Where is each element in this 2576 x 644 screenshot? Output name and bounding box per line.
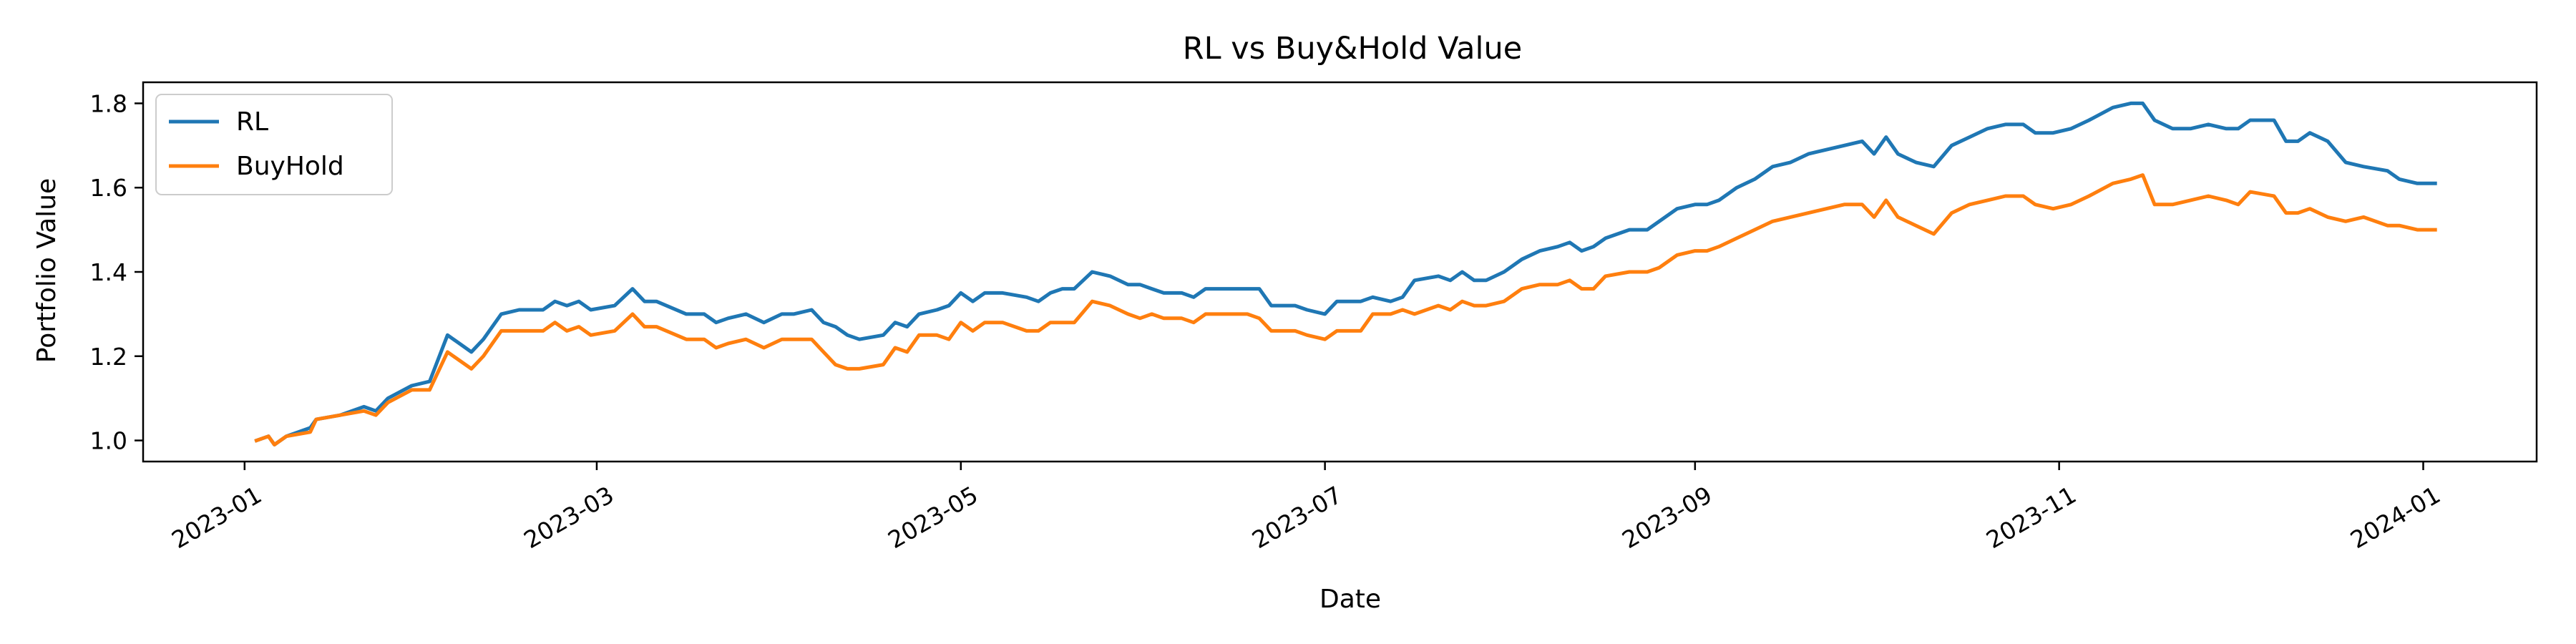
y-tick-label: 1.8 bbox=[90, 89, 127, 117]
y-tick-label: 1.4 bbox=[90, 258, 127, 286]
series-line-rl bbox=[254, 101, 2437, 447]
x-axis-title: Date bbox=[1319, 585, 1381, 614]
series-line-buyhold bbox=[254, 173, 2437, 447]
legend-box bbox=[155, 94, 393, 195]
legend-label: RL bbox=[236, 107, 268, 137]
y-tick-label: 1.2 bbox=[90, 343, 127, 371]
chart-title: RL vs Buy&Hold Value bbox=[1183, 31, 1522, 67]
legend: RL BuyHold bbox=[155, 94, 393, 195]
y-tick-label: 1.0 bbox=[90, 427, 127, 455]
legend-label: BuyHold bbox=[236, 152, 344, 181]
plot-area bbox=[254, 101, 2437, 447]
y-tick-label: 1.6 bbox=[90, 174, 127, 202]
y-axis-title: Portfolio Value bbox=[32, 178, 62, 363]
